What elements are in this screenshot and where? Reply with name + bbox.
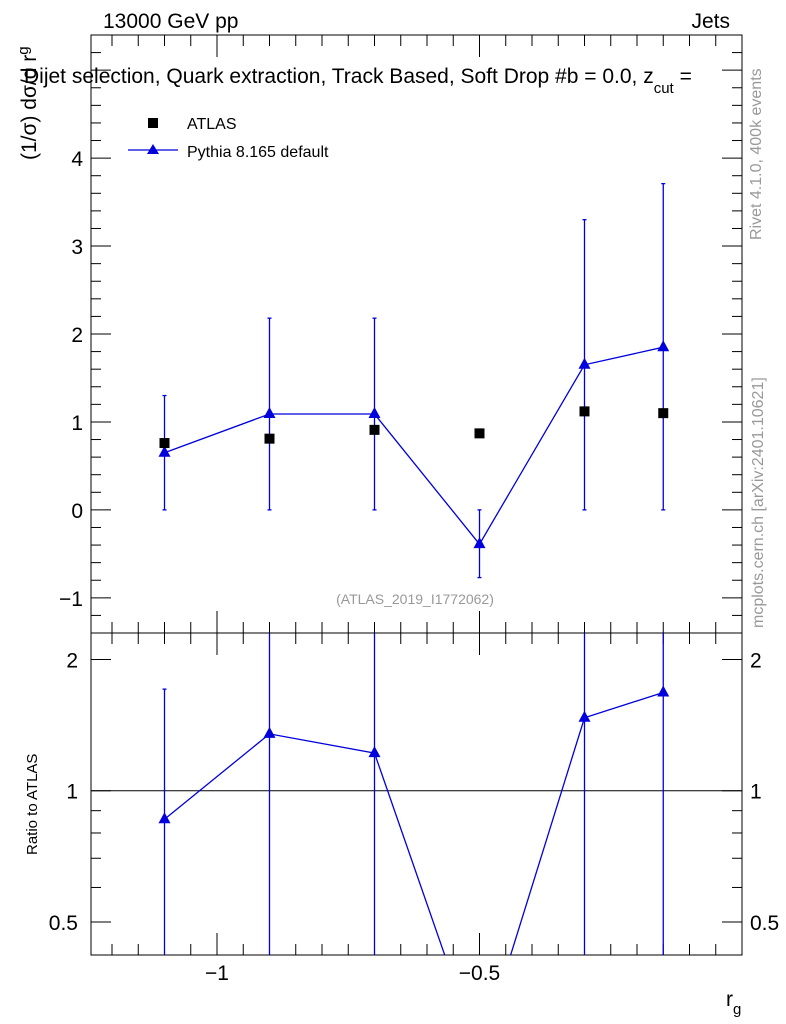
main-y-axis-label: (1/σ) dσ/d rg bbox=[15, 46, 41, 160]
ratio-pythia-point bbox=[657, 685, 670, 697]
svg-text:Dijet selection, Quark extract: Dijet selection, Quark extraction, Track… bbox=[24, 65, 692, 97]
pythia-point bbox=[263, 407, 276, 419]
ratio-pythia-line bbox=[164, 691, 664, 955]
ratio-pythia-series bbox=[158, 633, 670, 955]
ratio-y-tick-label: 0.5 bbox=[49, 912, 78, 935]
ratio-frame bbox=[90, 632, 743, 956]
legend-label-pythia: Pythia 8.165 default bbox=[187, 144, 329, 161]
y-tick-label: 3 bbox=[71, 236, 83, 259]
ratio-y-axis: 0.5 0.5 1 1 2 2 bbox=[49, 649, 779, 935]
ratio-y-tick-label: 1 bbox=[66, 781, 78, 804]
y-tick-label: 1 bbox=[71, 412, 83, 435]
energy-label: 13000 GeV pp bbox=[103, 10, 238, 33]
legend-entry-atlas: ATLAS bbox=[148, 116, 237, 133]
ratio-panel: 0.5 0.5 1 1 2 2 −1 −0.5 Ratio to ATLAS rg bbox=[24, 632, 779, 1018]
main-x-ticks bbox=[111, 35, 743, 633]
ratio-y-tick-label: 2 bbox=[66, 649, 78, 672]
y-tick-label: 2 bbox=[71, 324, 83, 347]
pythia-line bbox=[164, 346, 664, 546]
ratio-pythia-point bbox=[263, 726, 276, 738]
x-axis-label: rg bbox=[726, 988, 741, 1018]
analysis-watermark: (ATLAS_2019_I1772062) bbox=[336, 591, 494, 607]
ratio-y-tick-label-right: 1 bbox=[750, 781, 762, 804]
plot-title-tail: = bbox=[674, 65, 692, 88]
atlas-point bbox=[579, 406, 590, 417]
atlas-point bbox=[658, 408, 669, 419]
plot-title-subscript: cut bbox=[654, 80, 675, 97]
x-axis: −1 −0.5 bbox=[111, 633, 743, 985]
legend-square-marker bbox=[148, 118, 158, 128]
atlas-point bbox=[264, 433, 275, 444]
atlas-point bbox=[474, 428, 485, 439]
y-tick-label: 4 bbox=[71, 148, 83, 171]
x-tick-label: −1 bbox=[205, 962, 229, 985]
ratio-y-axis-label: Ratio to ATLAS bbox=[24, 754, 41, 855]
ratio-pythia-point bbox=[158, 812, 171, 824]
process-label: Jets bbox=[691, 10, 730, 33]
pythia-point bbox=[578, 357, 591, 369]
ratio-pythia-point bbox=[578, 710, 591, 722]
pythia-point bbox=[158, 445, 171, 457]
atlas-series bbox=[159, 406, 669, 449]
pythia-point bbox=[473, 537, 486, 549]
x-tick-label: −0.5 bbox=[459, 962, 500, 985]
pythia-point bbox=[368, 407, 381, 419]
source-label: mcplots.cern.ch [arXiv:2401.10621] bbox=[750, 377, 767, 628]
ratio-y-tick-label-right: 0.5 bbox=[750, 912, 779, 935]
plot-title-main: Dijet selection, Quark extraction, Track… bbox=[24, 65, 654, 88]
legend: ATLAS Pythia 8.165 default bbox=[128, 116, 329, 161]
main-panel: −1 0 1 2 3 4 (1/σ) dσ/d rg (ATLAS_2019_I17720… bbox=[15, 34, 743, 634]
legend-entry-pythia: Pythia 8.165 default bbox=[128, 144, 329, 161]
plot-title: Dijet selection, Quark extraction, Track… bbox=[24, 65, 692, 97]
pythia-point bbox=[657, 340, 670, 352]
y-tick-label: −1 bbox=[59, 588, 83, 611]
y-tick-label: 0 bbox=[71, 500, 83, 523]
atlas-point bbox=[159, 438, 170, 449]
ratio-pythia-point bbox=[368, 746, 381, 758]
legend-label-atlas: ATLAS bbox=[187, 116, 237, 133]
ratio-y-tick-label-right: 2 bbox=[750, 649, 762, 672]
main-y-axis: −1 0 1 2 3 4 bbox=[59, 34, 742, 634]
legend-triangle-marker bbox=[147, 144, 159, 154]
ratio-series-clip bbox=[158, 633, 670, 955]
pythia-series bbox=[158, 182, 670, 579]
atlas-point bbox=[369, 424, 380, 435]
rivet-version-label: Rivet 4.1.0, 400k events bbox=[748, 68, 765, 240]
